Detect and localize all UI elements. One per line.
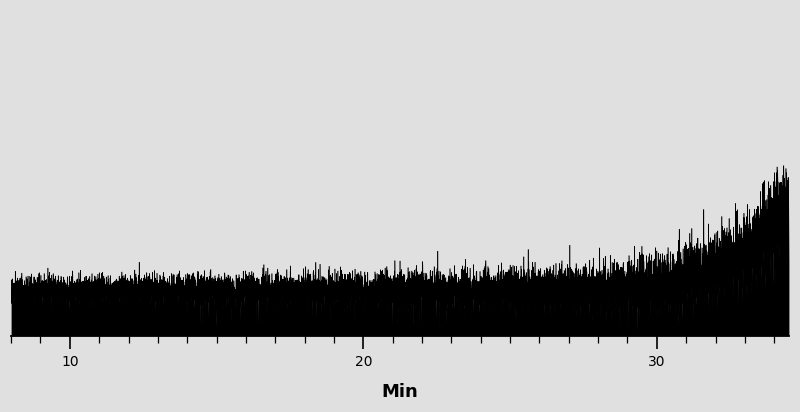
X-axis label: Min: Min (382, 383, 418, 401)
